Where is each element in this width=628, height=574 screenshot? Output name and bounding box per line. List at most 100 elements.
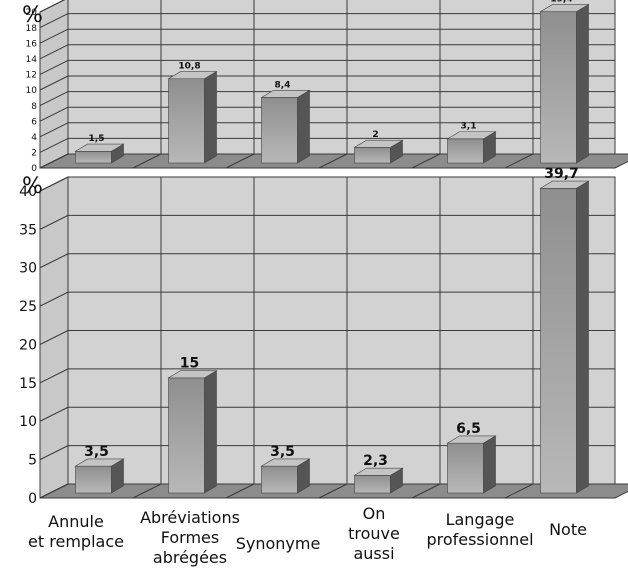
gridline-side [39,483,69,499]
bar: 19,4 [539,0,590,164]
y-tick-label: 12 [26,71,37,81]
bar-side [297,89,310,164]
bar-value-label: 2 [372,130,378,140]
bar-front [447,442,484,494]
bar-top [353,139,404,148]
x-category-label: Note [549,520,587,539]
bar-front [540,188,577,494]
bar-value-label: 8,4 [275,80,291,90]
floor-divider [132,153,162,169]
y-tick-label: 10 [19,414,37,430]
bar-value-label: 19,4 [550,0,572,4]
gridline-side [39,330,69,345]
y-tick-label: 6 [31,117,37,127]
gridline-side [39,91,69,107]
bar: 8,4 [260,80,311,164]
bar-value-label: 3,5 [84,444,109,460]
floor-divider [318,153,348,169]
y-tick-label: 40 [19,184,37,200]
gridline-side [39,176,69,192]
x-category-label: Synonyme [235,534,321,553]
gridline-side [39,214,69,230]
bar-value-label: 3,1 [461,122,477,132]
gridline-side [39,13,69,29]
bar-value-label: 2,3 [363,453,388,469]
y-tick-label: 8 [31,102,37,112]
gridline-side [39,28,69,44]
bar: 3,5 [74,444,125,494]
floor-divider [132,483,162,499]
bar-value-label: 15 [180,356,199,372]
y-tick-label: 20 [26,8,38,18]
gridline-side [39,406,69,422]
bar: 2 [353,130,404,164]
floor-divider [318,483,348,499]
bar-top [74,458,125,467]
bar-front [540,11,577,164]
gridline-side [39,122,69,138]
bar: 3,5 [260,444,311,494]
y-tick-label: 25 [19,299,37,315]
bar-side [576,180,589,494]
x-category-label: On trouve aussi [348,504,400,563]
gridline-side [39,59,69,75]
y-tick-label: 5 [28,453,37,469]
bar-top [167,370,218,379]
y-tick-label: 18 [26,24,38,34]
bar-front [168,377,205,494]
bar-value-label: 6,5 [456,421,481,437]
bar-front [447,138,484,164]
gridline-side [39,445,69,461]
y-tick-label: 2 [31,149,37,159]
bar: 3,1 [446,122,497,164]
bar-side [576,3,589,164]
bar-top [260,89,311,98]
bar-top [446,131,497,140]
gridline-side [39,253,69,269]
y-tick-label: 30 [19,261,37,277]
y-axis-label: % [22,174,43,199]
bar-value-label: 39,7 [544,166,579,182]
y-tick-label: 16 [26,39,38,49]
y-tick-label: 20 [19,337,37,353]
gridline-side [39,75,69,91]
bar-top [74,143,125,152]
gridline-side [39,368,69,384]
bar-front [261,465,298,494]
bar-front [261,97,298,164]
gridline-side [39,137,69,153]
y-tick-label: 4 [31,133,37,143]
bar-top [539,180,590,189]
bar: 15 [167,356,218,494]
gridline-side [39,0,66,13]
bar-front [354,475,391,494]
floor-divider [411,483,441,499]
bar-value-label: 1,5 [89,134,105,144]
floor-divider [411,153,441,169]
gridline-side [39,106,69,122]
bar-value-label: 3,5 [270,444,295,460]
chart-back-wall [67,0,616,155]
bar-side [204,370,217,494]
x-category-label: Abréviations Formes abrégées [140,508,240,567]
bar-top [539,4,590,12]
gridline-side [39,153,69,169]
y-tick-label: 0 [31,164,37,174]
bar-top [353,467,404,476]
y-tick-label: 10 [26,86,38,96]
bar-top [446,435,497,444]
x-category-label: Langage professionnel [426,510,534,549]
bar: 2,3 [353,453,404,494]
bar-side [204,71,217,164]
y-axis-label: % [22,3,43,28]
gridline-side [39,291,69,307]
bar: 39,7 [539,166,590,494]
y-tick-label: 15 [19,376,37,392]
bar-top [167,71,218,80]
bar-front [168,78,205,164]
bar-front [354,147,391,164]
gridline-side [39,44,69,60]
floor-divider [504,483,534,499]
bar-top [260,458,311,467]
